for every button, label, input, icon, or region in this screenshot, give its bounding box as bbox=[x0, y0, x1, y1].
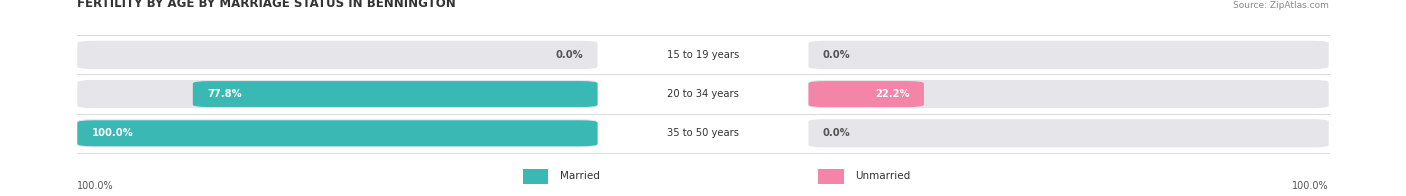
FancyBboxPatch shape bbox=[523, 169, 548, 184]
Text: 20 to 34 years: 20 to 34 years bbox=[666, 89, 740, 99]
FancyBboxPatch shape bbox=[77, 120, 598, 146]
Text: 0.0%: 0.0% bbox=[823, 128, 851, 138]
Text: 0.0%: 0.0% bbox=[555, 50, 583, 60]
FancyBboxPatch shape bbox=[77, 80, 598, 108]
Text: 77.8%: 77.8% bbox=[207, 89, 242, 99]
Text: 35 to 50 years: 35 to 50 years bbox=[666, 128, 740, 138]
Text: 15 to 19 years: 15 to 19 years bbox=[666, 50, 740, 60]
Text: FERTILITY BY AGE BY MARRIAGE STATUS IN BENNINGTON: FERTILITY BY AGE BY MARRIAGE STATUS IN B… bbox=[77, 0, 456, 10]
Text: 0.0%: 0.0% bbox=[823, 50, 851, 60]
FancyBboxPatch shape bbox=[818, 169, 844, 184]
Text: 100.0%: 100.0% bbox=[77, 181, 114, 191]
FancyBboxPatch shape bbox=[808, 119, 1329, 147]
FancyBboxPatch shape bbox=[77, 41, 598, 69]
FancyBboxPatch shape bbox=[193, 81, 598, 107]
FancyBboxPatch shape bbox=[808, 41, 1329, 69]
Text: Unmarried: Unmarried bbox=[855, 171, 910, 181]
FancyBboxPatch shape bbox=[77, 119, 598, 147]
Text: 100.0%: 100.0% bbox=[91, 128, 134, 138]
Text: Married: Married bbox=[560, 171, 599, 181]
FancyBboxPatch shape bbox=[808, 81, 924, 107]
Text: 100.0%: 100.0% bbox=[1292, 181, 1329, 191]
Text: Source: ZipAtlas.com: Source: ZipAtlas.com bbox=[1233, 1, 1329, 10]
Text: 22.2%: 22.2% bbox=[876, 89, 910, 99]
FancyBboxPatch shape bbox=[808, 80, 1329, 108]
